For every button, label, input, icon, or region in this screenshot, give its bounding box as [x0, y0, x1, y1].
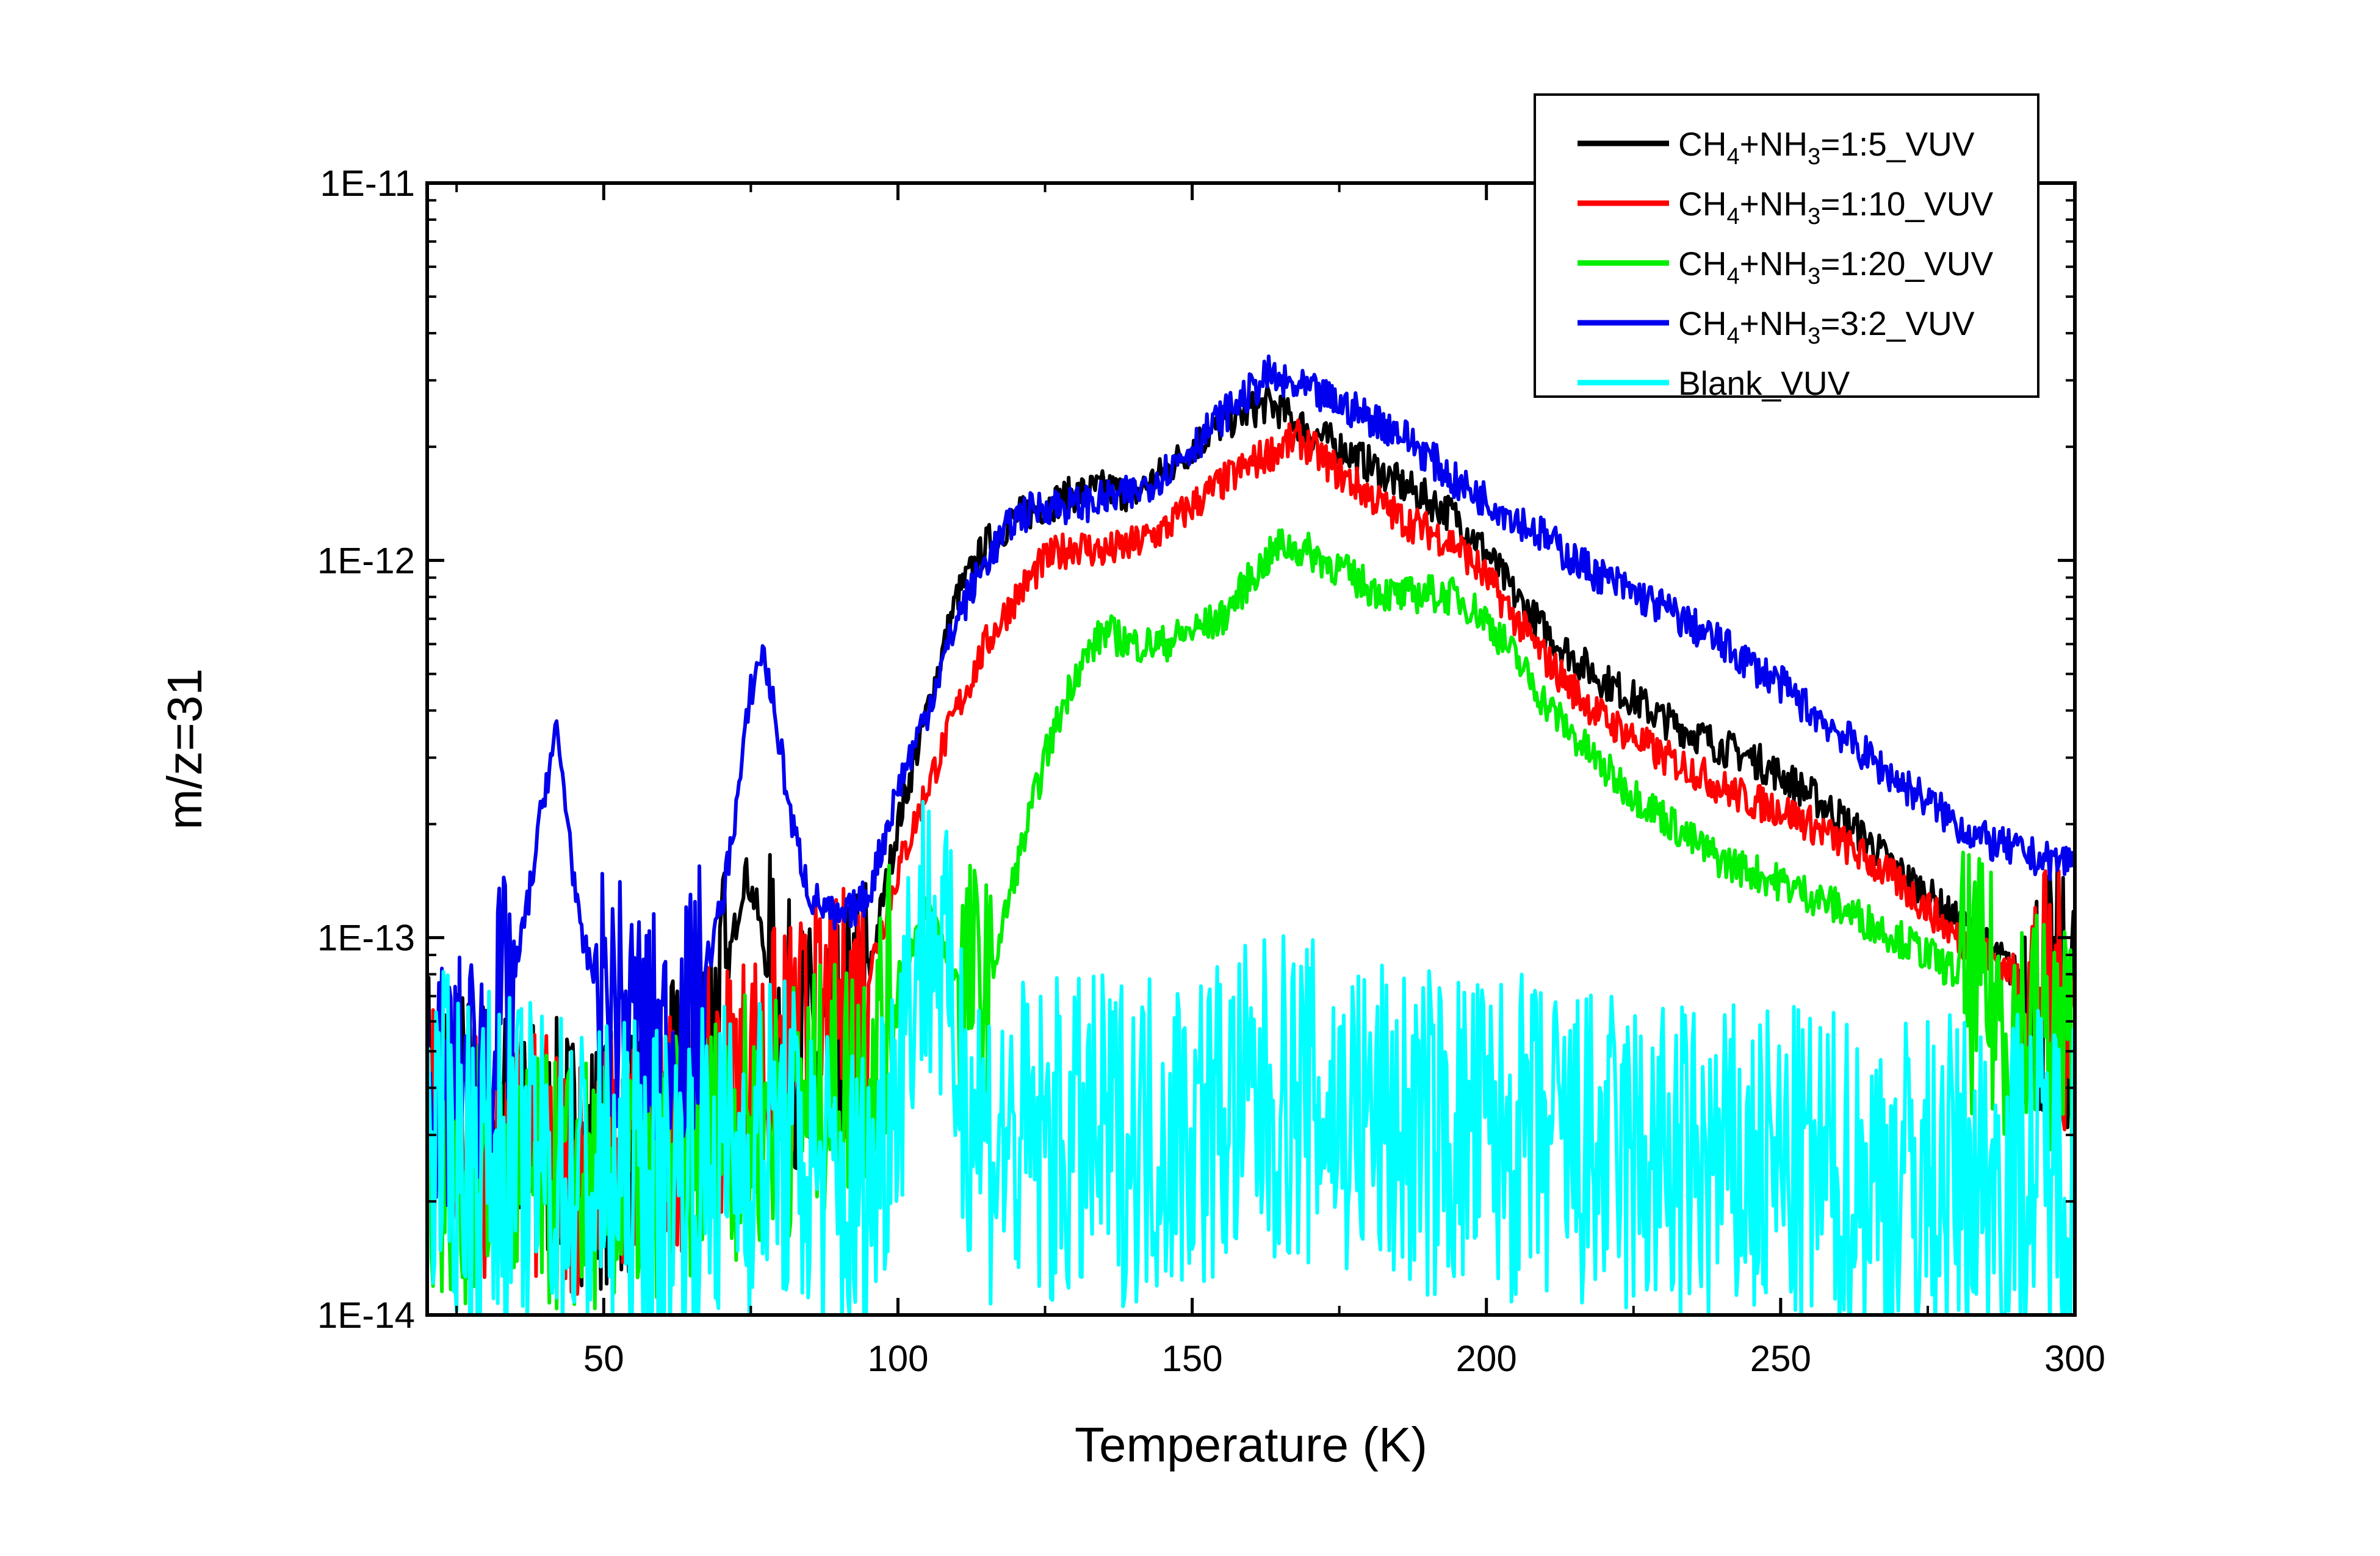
x-tick-label: 200 — [1456, 1338, 1517, 1379]
series-line-5 — [427, 799, 2075, 1315]
legend-label: CH4+NH3=1:10_VUV — [1678, 185, 1993, 229]
plot-area — [427, 354, 2075, 1315]
legend-label: Blank_VUV — [1678, 364, 1850, 402]
y-tick-label: 1E-14 — [317, 1295, 415, 1336]
legend-label: CH4+NH3=3:2_VUV — [1678, 304, 1975, 349]
y-tick-label: 1E-12 — [317, 540, 415, 581]
legend: CH4+NH3=1:5_VUV CH4+NH3=1:10_VUV CH4+NH3=1… — [1534, 93, 2039, 402]
y-tick-label: 1E-13 — [317, 918, 415, 959]
x-tick-label: 50 — [583, 1338, 624, 1379]
legend-label: CH4+NH3=1:20_VUV — [1678, 245, 1993, 289]
axes: 50 100 150 200 250 300 1E-14 1E-13 1E-12 1E-11 — [317, 163, 2105, 1379]
plot-frame — [425, 181, 2077, 1317]
x-tick-label: 250 — [1750, 1338, 1811, 1379]
y-tick-label: 1E-11 — [320, 163, 415, 204]
y-axis-title: m/z=31 — [157, 668, 212, 830]
legend-label: CH4+NH3=1:5_VUV — [1678, 125, 1975, 170]
x-tick-label: 300 — [2044, 1338, 2105, 1379]
x-tick-label: 100 — [867, 1338, 928, 1379]
x-axis-title: Temperature (K) — [1075, 1417, 1427, 1472]
series-line-4 — [427, 354, 2075, 1219]
x-tick-label: 150 — [1162, 1338, 1223, 1379]
